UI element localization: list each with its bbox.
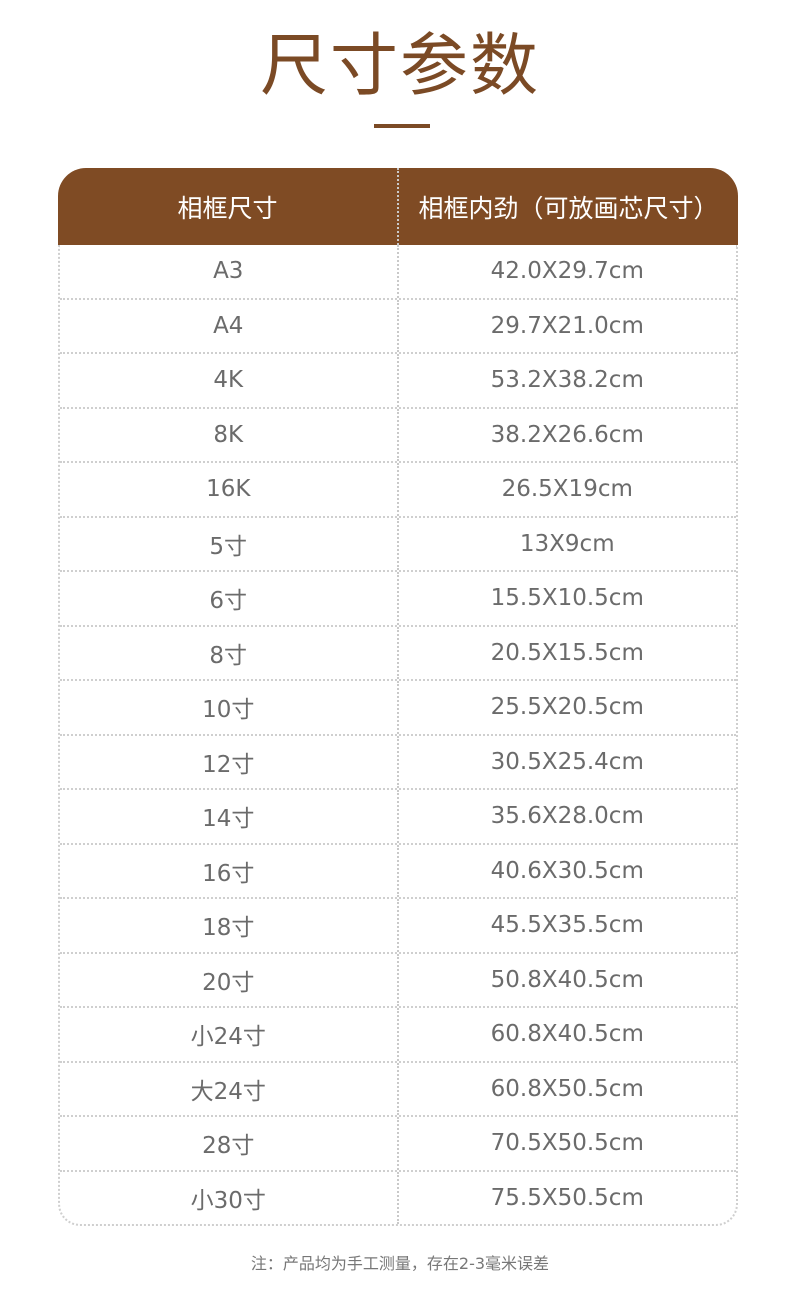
- table-row: 14寸 35.6X28.0cm: [60, 790, 736, 845]
- cell-inner-size: 15.5X10.5cm: [396, 572, 737, 625]
- cell-frame-size: A4: [213, 312, 244, 339]
- table-body: A3 42.0X29.7cm A4 29.7X21.0cm 4K 53.2X38.2cm 8…: [58, 245, 738, 1226]
- cell-inner-size: 30.5X25.4cm: [396, 735, 737, 788]
- size-table: 相框尺寸 相框内劲（可放画芯尺寸） A3 42.0X29.7cm A4 29.7X21…: [58, 168, 738, 1226]
- cell-frame-size: 16K: [206, 476, 251, 503]
- cell-frame-size: 20寸: [202, 969, 255, 996]
- cell-inner-size: 42.0X29.7cm: [396, 245, 737, 298]
- cell-frame-size: 14寸: [202, 806, 255, 833]
- cell-frame-size: 小24寸: [190, 1024, 266, 1051]
- table-row: 8K 38.2X26.6cm: [60, 408, 737, 463]
- cell-inner-size: 35.6X28.0cm: [396, 790, 737, 843]
- cell-frame-size: 大24寸: [190, 1078, 266, 1105]
- cell-inner-size: 53.2X38.2cm: [396, 354, 737, 407]
- table-row: A3 42.0X29.7cm: [60, 245, 736, 300]
- cell-frame-size: 8K: [213, 421, 244, 448]
- table-row: A4 29.7X21.0cm: [60, 299, 737, 354]
- cell-inner-size: 50.8X40.5cm: [396, 953, 737, 1006]
- cell-frame-size: 8寸: [209, 642, 248, 669]
- cell-frame-size: 28寸: [202, 1133, 255, 1160]
- title-divider: [374, 124, 430, 128]
- cell-inner-size: 70.5X50.5cm: [396, 1117, 737, 1170]
- table-row: 8寸 20.5X15.5cm: [60, 626, 737, 681]
- table-row: 20寸 50.8X40.5cm: [60, 953, 737, 1008]
- table-header: 相框尺寸 相框内劲（可放画芯尺寸）: [58, 168, 738, 245]
- table-row: 5寸 13X9cm: [60, 517, 737, 572]
- cell-inner-size: 45.5X35.5cm: [396, 899, 737, 952]
- cell-frame-size: 6寸: [209, 588, 248, 615]
- table-row: 28寸 70.5X50.5cm: [60, 1117, 736, 1172]
- cell-frame-size: 5寸: [209, 533, 248, 560]
- cell-inner-size: 25.5X20.5cm: [396, 681, 737, 734]
- cell-inner-size: 60.8X40.5cm: [396, 1008, 737, 1061]
- table-row: 小24寸 60.8X40.5cm: [60, 1008, 736, 1063]
- cell-inner-size: 29.7X21.0cm: [396, 299, 737, 352]
- table-row: 16寸 40.6X30.5cm: [60, 844, 737, 899]
- cell-frame-size: 10寸: [202, 697, 255, 724]
- cell-inner-size: 26.5X19cm: [396, 463, 737, 516]
- cell-inner-size: 75.5X50.5cm: [396, 1171, 737, 1224]
- cell-inner-size: 60.8X50.5cm: [396, 1062, 737, 1115]
- table-row: 10寸 25.5X20.5cm: [60, 681, 736, 736]
- cell-inner-size: 40.6X30.5cm: [396, 844, 737, 897]
- cell-inner-size: 13X9cm: [396, 517, 737, 570]
- header-frame-size: 相框尺寸: [177, 193, 278, 223]
- cell-frame-size: 16寸: [202, 860, 255, 887]
- cell-frame-size: 小30寸: [190, 1187, 266, 1214]
- cell-frame-size: 4K: [213, 367, 244, 394]
- table-row: 12寸 30.5X25.4cm: [60, 735, 737, 790]
- table-row: 大24寸 60.8X50.5cm: [60, 1062, 737, 1117]
- page-title: 尺寸参数: [259, 27, 540, 106]
- footnote: 注：产品均为手工测量，存在2-3毫米误差: [250, 1254, 550, 1273]
- table-row: 小30寸 75.5X50.5cm: [60, 1171, 737, 1224]
- cell-inner-size: 38.2X26.6cm: [396, 408, 737, 461]
- cell-inner-size: 20.5X15.5cm: [396, 626, 737, 679]
- table-row: 6寸 15.5X10.5cm: [60, 572, 736, 627]
- header-inner-size: 相框内劲（可放画芯尺寸）: [397, 168, 738, 245]
- cell-frame-size: 18寸: [202, 915, 255, 942]
- table-row: 4K 53.2X38.2cm: [60, 354, 736, 409]
- cell-frame-size: A3: [213, 258, 244, 285]
- table-row: 18寸 45.5X35.5cm: [60, 899, 736, 954]
- table-row: 16K 26.5X19cm: [60, 463, 736, 518]
- cell-frame-size: 12寸: [202, 751, 255, 778]
